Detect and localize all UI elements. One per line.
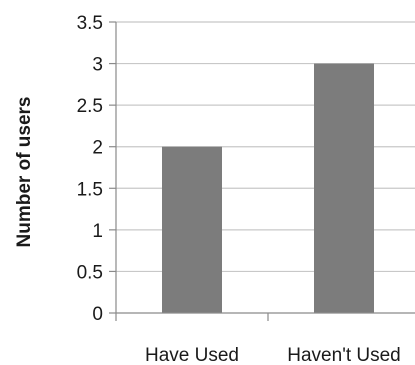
y-tick-label: 3.5 — [77, 13, 103, 34]
x-tick-label: Haven't Used — [287, 345, 400, 365]
bars — [162, 63, 374, 314]
y-tick-label: 1.5 — [77, 179, 103, 200]
x-tick-labels: Have Used Haven't Used — [145, 345, 401, 365]
bar-have-used — [162, 146, 222, 313]
y-axis-title: Number of users — [14, 97, 35, 248]
y-tick-label: 3 — [92, 55, 103, 76]
y-tick-labels: 0 0.5 1 1.5 2 2.5 3 3.5 — [77, 13, 103, 325]
y-tick-label: 0 — [92, 304, 103, 325]
y-tick-label: 1 — [92, 221, 103, 242]
y-tick-label: 2 — [92, 138, 103, 159]
y-tick-label: 2.5 — [77, 96, 103, 117]
y-tick-label: 0.5 — [77, 262, 103, 283]
bar-haven-t-used — [314, 63, 374, 314]
x-tick-label: Have Used — [145, 345, 239, 365]
axes — [109, 21, 415, 321]
